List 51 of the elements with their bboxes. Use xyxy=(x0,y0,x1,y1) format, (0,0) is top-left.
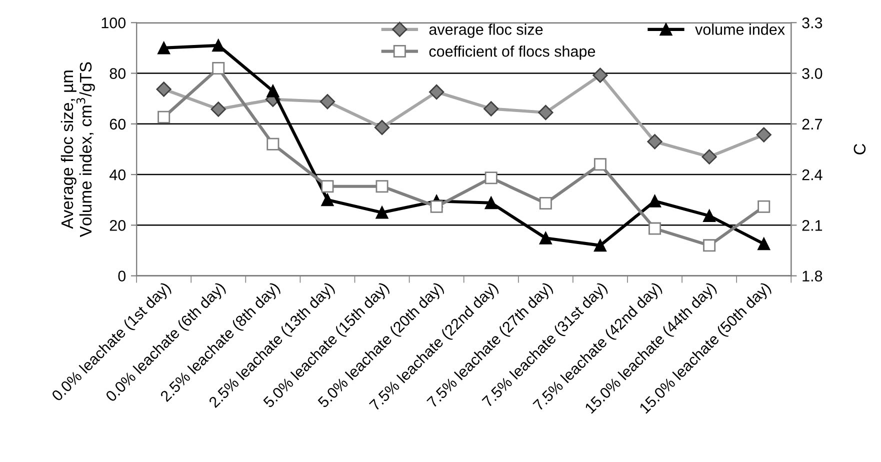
point xyxy=(266,138,280,150)
y-axis-title: Average floc size, µm Volume index, cm$^{3}$/gTS xyxy=(60,62,95,238)
point xyxy=(212,62,225,74)
y2-tick-label: 2.7 xyxy=(802,118,822,130)
y-tick-label: 0 xyxy=(118,270,126,282)
point xyxy=(703,239,716,252)
point xyxy=(158,110,170,124)
y-tick-label: 40 xyxy=(110,169,126,180)
point xyxy=(594,239,606,252)
legend-label: volume index xyxy=(695,24,785,35)
point xyxy=(592,68,608,83)
y-tick-label: 60 xyxy=(110,118,126,130)
point xyxy=(484,196,498,210)
y2-tick-label: 2.4 xyxy=(802,169,822,180)
point xyxy=(210,102,226,117)
point xyxy=(374,120,390,136)
y-tick-label: 20 xyxy=(110,220,126,231)
point xyxy=(158,42,170,54)
point xyxy=(429,84,444,100)
legend-label: coefficient of flocs shape xyxy=(429,46,596,60)
point xyxy=(484,101,499,116)
point xyxy=(758,200,770,213)
point xyxy=(266,84,280,98)
point xyxy=(647,134,662,150)
y2-axis-title: C xyxy=(854,144,866,154)
legend-label: average floc size xyxy=(429,24,543,38)
point xyxy=(376,180,388,193)
point xyxy=(539,196,552,210)
point xyxy=(320,94,336,110)
point xyxy=(756,127,772,142)
y2-tick-label: 1.8 xyxy=(802,270,822,282)
point xyxy=(703,210,716,222)
point xyxy=(430,200,443,213)
point xyxy=(156,82,172,97)
y2-tick-label: 3.3 xyxy=(802,18,822,28)
point xyxy=(539,232,552,244)
point xyxy=(538,104,554,120)
point xyxy=(648,222,662,235)
point xyxy=(376,206,388,219)
point xyxy=(594,158,606,171)
point xyxy=(758,238,770,250)
y-tick-label: 100 xyxy=(102,18,126,28)
point xyxy=(321,194,334,206)
point xyxy=(321,180,334,193)
point xyxy=(484,172,498,184)
y2-tick-label: 3.0 xyxy=(802,68,822,79)
point xyxy=(702,149,717,164)
point xyxy=(648,194,662,208)
point xyxy=(212,39,225,52)
y2-tick-label: 2.1 xyxy=(802,220,822,231)
y-tick-label: 80 xyxy=(110,68,126,79)
